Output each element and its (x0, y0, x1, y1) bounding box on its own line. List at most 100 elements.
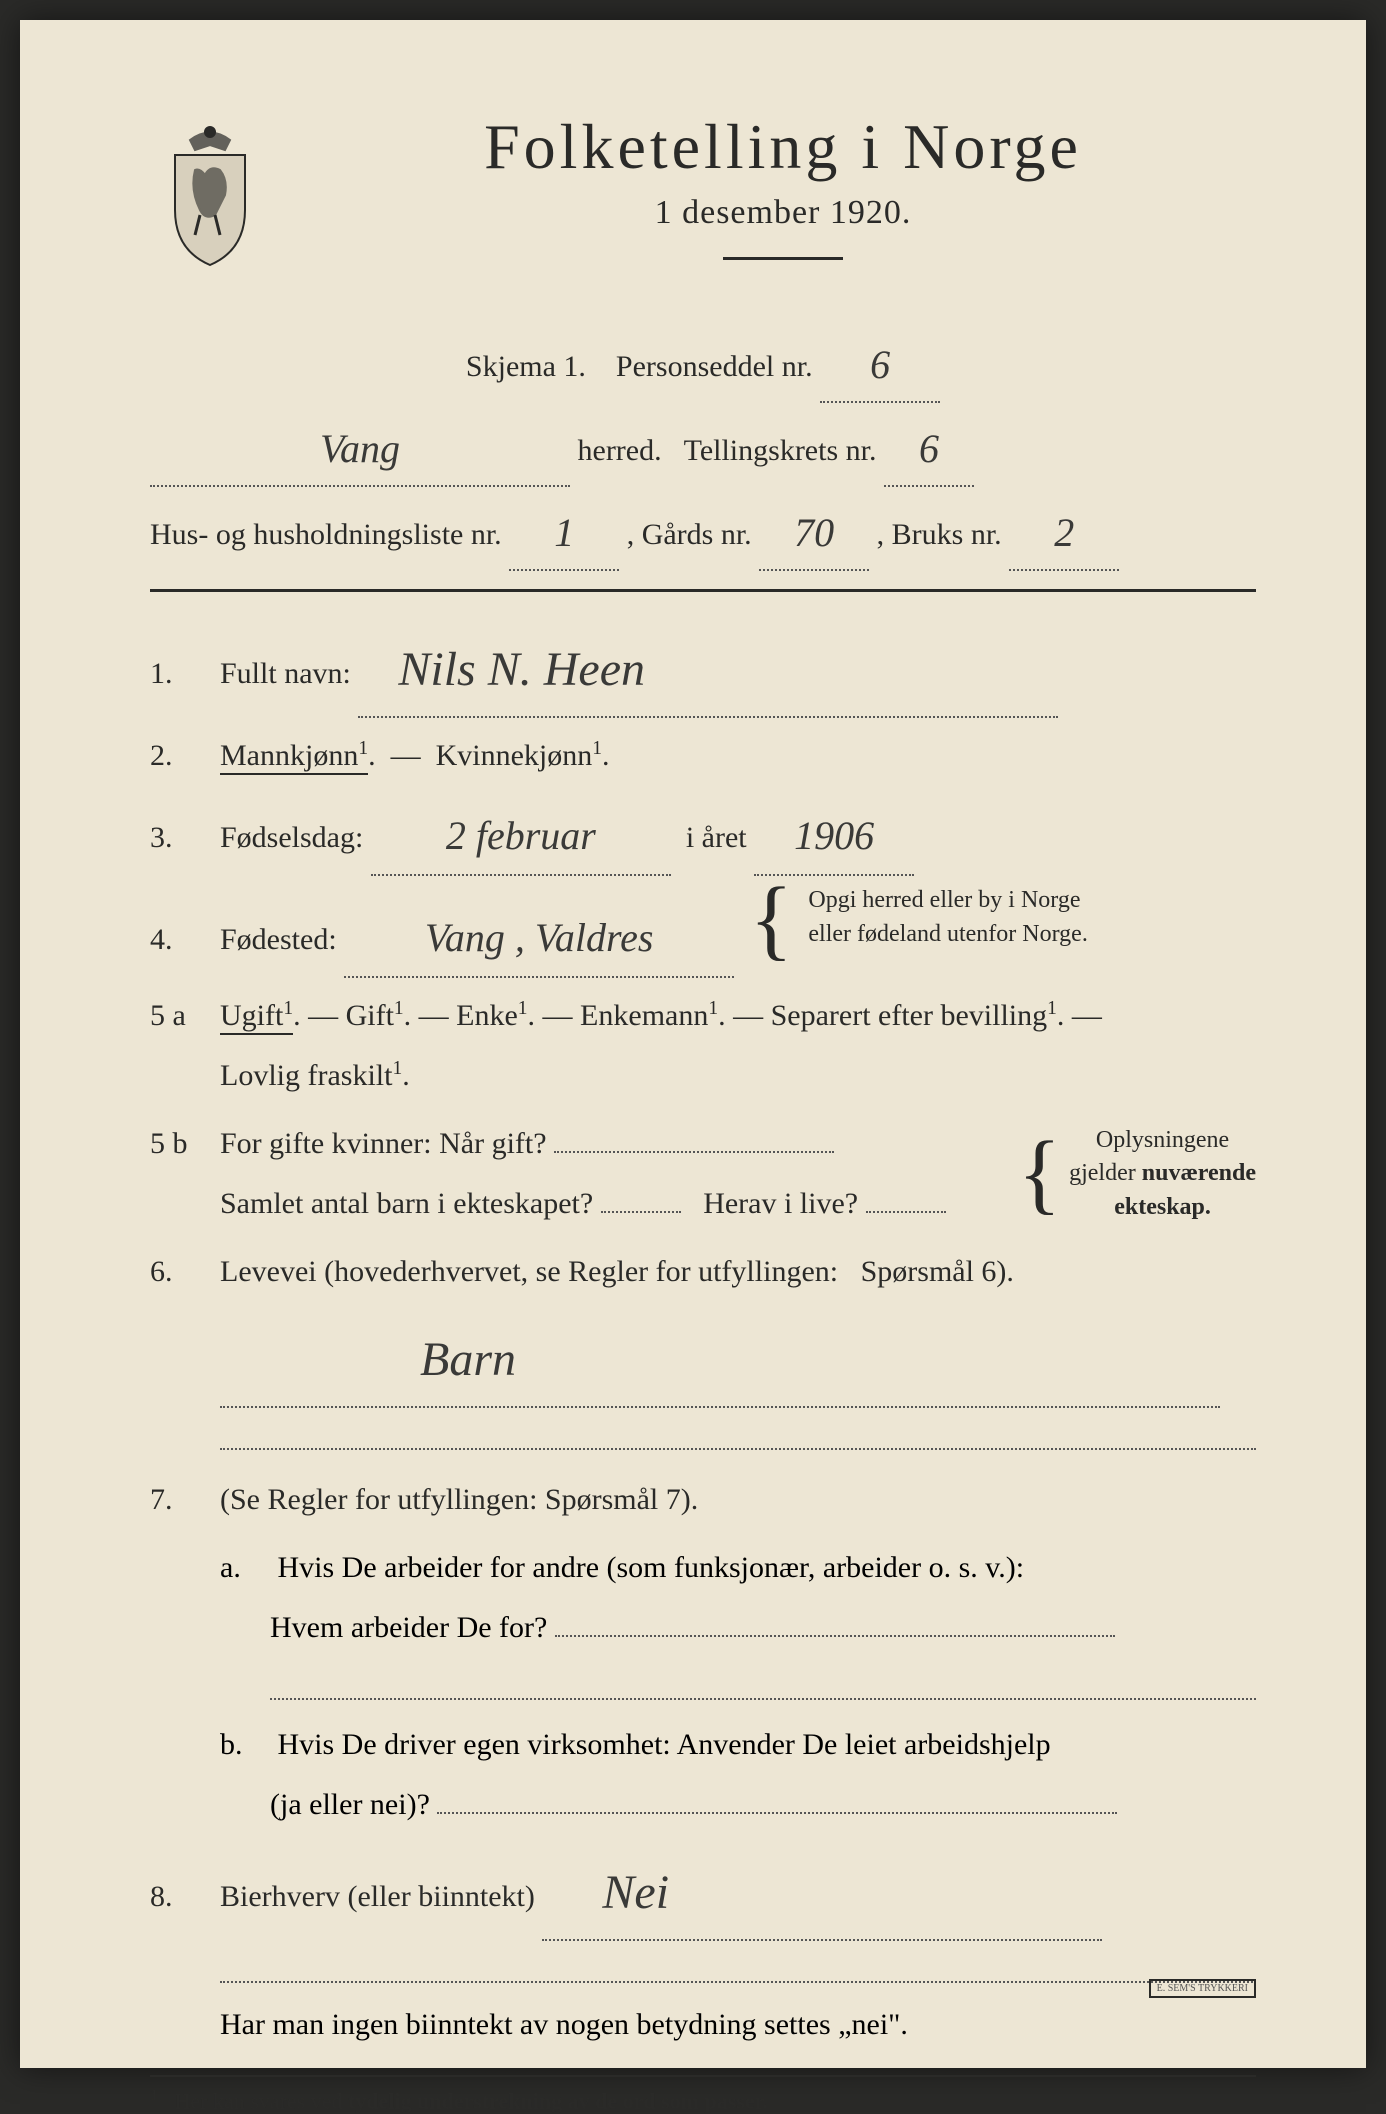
husliste-nr: 1 (554, 510, 574, 555)
q6-field: Barn (220, 1310, 1220, 1408)
q2-kvinne: Kvinnekjønn1 (436, 739, 602, 772)
q7a-line2-wrap: Hvem arbeider De for? (220, 1611, 1115, 1644)
q5a-num: 5 a (150, 986, 220, 1046)
q5a-enkemann: Enkemann1 (580, 999, 718, 1032)
q5a-ugift: Ugift1 (220, 999, 293, 1035)
bruks-field: 2 (1009, 493, 1119, 571)
herred-label: herred. (578, 434, 662, 467)
q6-body: Levevei (hovederhvervet, se Regler for u… (220, 1242, 1256, 1302)
q5b-herav-label: Herav i live? (703, 1187, 858, 1220)
questions: 1. Fullt navn: Nils N. Heen 2. Mannkjønn… (150, 620, 1256, 2055)
q5a-row: 5 a Ugift1. — Gift1. — Enke1. — Enkemann… (150, 986, 1256, 1106)
q5b-body: For gifte kvinner: Når gift? Samlet anta… (220, 1114, 1256, 1234)
q6-value: Barn (420, 1333, 516, 1386)
q3-day-field: 2 februar (371, 794, 671, 876)
herred-field: Vang (150, 409, 570, 487)
q5a-body: Ugift1. — Gift1. — Enke1. — Enkemann1. —… (220, 986, 1256, 1106)
q1-value: Nils N. Heen (398, 643, 645, 696)
q1-num: 1. (150, 644, 220, 704)
skjema-line: Skjema 1. Personseddel nr. 6 (150, 325, 1256, 403)
q1-label: Fullt navn: (220, 657, 351, 690)
tellingskrets-field: 6 (884, 409, 974, 487)
gards-field: 70 (759, 493, 869, 571)
coat-of-arms-icon (150, 120, 270, 270)
q6-value-line: Barn (150, 1310, 1256, 1408)
q3-year-label: i året (686, 821, 747, 854)
tellingskrets-nr: 6 (919, 426, 939, 471)
gards-nr: 70 (794, 510, 834, 555)
q7b: b. Hvis De driver egen virksomhet: Anven… (150, 1715, 1256, 1835)
brace-icon-2: { (1018, 1138, 1061, 1210)
husliste-line: Hus- og husholdningsliste nr. 1 , Gårds … (150, 493, 1256, 571)
q7b-line1: Hvis De driver egen virksomhet: Anvender… (278, 1728, 1051, 1761)
q5b-gift-field (554, 1151, 834, 1153)
title-rule (723, 257, 843, 260)
q1-field: Nils N. Heen (358, 620, 1058, 718)
gards-label: , Gårds nr. (627, 518, 752, 551)
q3-num: 3. (150, 808, 220, 868)
q7b-line2-wrap: (ja eller nei)? (220, 1788, 1117, 1821)
q2-row: 2. Mannkjønn1. — Kvinnekjønn1. (150, 726, 1256, 786)
q2-body: Mannkjønn1. — Kvinnekjønn1. (220, 726, 1256, 786)
footnote-rule (150, 2075, 1256, 2077)
herred-value: Vang (320, 426, 400, 471)
q5a-enke: Enke1 (456, 999, 527, 1032)
q4-label: Fødested: (220, 923, 337, 956)
q3-label: Fødselsdag: (220, 821, 363, 854)
q4-note: Opgi herred eller by i Norge eller fødel… (808, 884, 1087, 951)
q3-body: Fødselsdag: 2 februar i året 1906 (220, 794, 1256, 876)
q7-row: 7. (Se Regler for utfyllingen: Spørsmål … (150, 1470, 1256, 1530)
q7a: a. Hvis De arbeider for andre (som funks… (150, 1538, 1256, 1658)
q8-value: Nei (602, 1866, 669, 1919)
q4-num: 4. (150, 910, 220, 970)
q5a-separert: Separert efter bevilling1 (771, 999, 1057, 1032)
q6-blank-line (220, 1420, 1256, 1450)
personseddel-label: Personseddel nr. (616, 350, 813, 383)
q6-label: Levevei (hovederhvervet, se Regler for u… (220, 1255, 838, 1288)
q8-field: Nei (542, 1843, 1102, 1941)
q7b-field (437, 1812, 1117, 1814)
personseddel-nr: 6 (870, 342, 890, 387)
q5b-barn-field (601, 1211, 681, 1213)
q3-year: 1906 (794, 813, 874, 858)
q8-note: Har man ingen biinntekt av nogen betydni… (150, 1995, 1256, 2055)
q5b-barn-label: Samlet antal barn i ekteskapet? (220, 1187, 593, 1220)
husliste-label: Hus- og husholdningsliste nr. (150, 518, 502, 551)
q4-value: Vang , Valdres (425, 915, 654, 960)
q2-mann: Mannkjønn1 (220, 739, 368, 775)
q6-row: 6. Levevei (hovederhvervet, se Regler fo… (150, 1242, 1256, 1302)
q5b-row: 5 b For gifte kvinner: Når gift? Samlet … (150, 1114, 1256, 1234)
subtitle: 1 desember 1920. (310, 194, 1256, 232)
q7b-line2: (ja eller nei)? (270, 1788, 430, 1821)
q1-body: Fullt navn: Nils N. Heen (220, 620, 1256, 718)
bruks-label: , Bruks nr. (877, 518, 1002, 551)
title-block: Folketelling i Norge 1 desember 1920. (310, 110, 1256, 295)
q5a-gift: Gift1 (346, 999, 404, 1032)
herred-line: Vang herred. Tellingskrets nr. 6 (150, 409, 1256, 487)
q7-label: (Se Regler for utfyllingen: Spørsmål 7). (220, 1470, 1256, 1530)
q5b-num: 5 b (150, 1114, 220, 1174)
personseddel-nr-field: 6 (820, 325, 940, 403)
q3-row: 3. Fødselsdag: 2 februar i året 1906 (150, 794, 1256, 876)
q6-label2: Spørsmål 6). (861, 1255, 1014, 1288)
q7a-field (555, 1635, 1115, 1637)
q8-num: 8. (150, 1867, 220, 1927)
husliste-field: 1 (509, 493, 619, 571)
footnote-marker: 1 (150, 2087, 158, 2104)
q8-body: Bierhverv (eller biinntekt) Nei (220, 1843, 1256, 1941)
header: Folketelling i Norge 1 desember 1920. (150, 110, 1256, 295)
q3-day: 2 februar (446, 813, 596, 858)
q6-num: 6. (150, 1242, 220, 1302)
main-title: Folketelling i Norge (310, 110, 1256, 184)
q8-label: Bierhverv (eller biinntekt) (220, 1880, 535, 1913)
q2-num: 2. (150, 726, 220, 786)
tellingskrets-label: Tellingskrets nr. (684, 434, 877, 467)
q4-field: Vang , Valdres (344, 896, 734, 978)
q5a-fraskilt: Lovlig fraskilt1 (220, 1059, 402, 1092)
q1-row: 1. Fullt navn: Nils N. Heen (150, 620, 1256, 718)
q7-num: 7. (150, 1470, 220, 1530)
q7a-blank-line (270, 1670, 1256, 1700)
q3-year-field: 1906 (754, 794, 914, 876)
printer-mark: E. SEM'S TRYKKERI (1149, 1979, 1256, 1998)
census-form-page: Folketelling i Norge 1 desember 1920. Sk… (20, 20, 1366, 2068)
